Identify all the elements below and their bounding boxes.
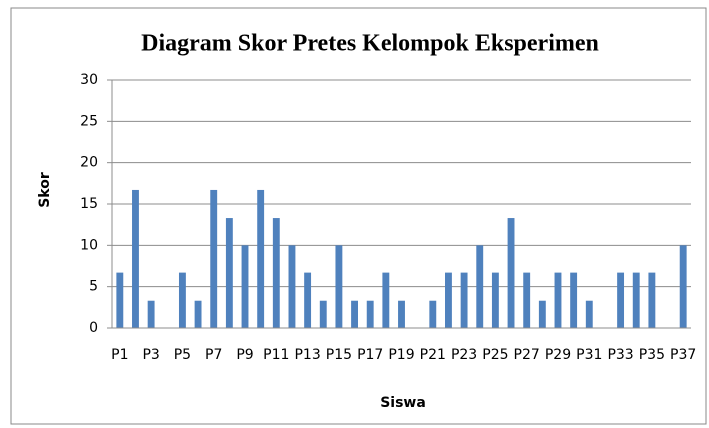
y-tick-label: 5 [89,279,98,295]
x-tick-label: P15 [326,347,352,363]
chart-frame [10,7,707,425]
x-tick-label: P37 [670,347,696,363]
bar [491,272,499,328]
bar [523,272,531,328]
x-tick-label: P19 [388,347,414,363]
bar [257,189,265,328]
bar [147,300,155,328]
bar [679,245,687,328]
x-tick-label: P5 [174,347,191,363]
x-tick-label: P29 [545,347,571,363]
x-tick-label: P13 [294,347,320,363]
y-tick-label: 20 [80,155,98,171]
x-tick-label: P33 [607,347,633,363]
y-tick-label: 0 [89,320,98,336]
bar [304,272,312,328]
bar [538,300,546,328]
bar [194,300,202,328]
y-tick-label: 25 [80,113,98,129]
x-tick-label: P3 [142,347,159,363]
bar [554,272,562,328]
x-tick-label: P7 [205,347,222,363]
bar [585,300,593,328]
bar [570,272,578,328]
y-tick-label: 30 [80,72,98,88]
bar [288,245,296,328]
chart-title: Diagram Skor Pretes Kelompok Eksperimen [141,31,599,57]
bar [335,245,343,328]
bar [460,272,468,328]
x-tick-label: P11 [263,347,289,363]
y-tick-label: 10 [80,237,98,253]
bar [272,218,280,328]
bar [632,272,640,328]
x-tick-label: P1 [111,347,128,363]
x-axis-label: Siswa [380,395,426,411]
bar [429,300,437,328]
bar [351,300,358,328]
x-tick-label: P35 [639,347,665,363]
bar [225,218,233,328]
x-tick-label: P23 [451,347,477,363]
bar [116,272,124,328]
bar [210,189,218,328]
bar [445,272,452,328]
bar [319,300,327,328]
bar [366,300,374,328]
x-tick-label: P17 [357,347,383,363]
x-tick-label: P27 [514,347,540,363]
x-tick-label: P21 [420,347,446,363]
bar [241,245,249,328]
bar [617,272,625,328]
x-tick-label: P25 [482,347,508,363]
y-axis-label: Skor [37,172,53,208]
bar [382,272,390,328]
bar [476,245,484,328]
bar [132,189,139,328]
bar [398,300,405,328]
bar [648,272,656,328]
x-tick-label: P31 [576,347,602,363]
y-tick-label: 15 [80,196,98,212]
bar [178,272,186,328]
x-tick-label: P9 [236,347,253,363]
bar [507,218,515,328]
